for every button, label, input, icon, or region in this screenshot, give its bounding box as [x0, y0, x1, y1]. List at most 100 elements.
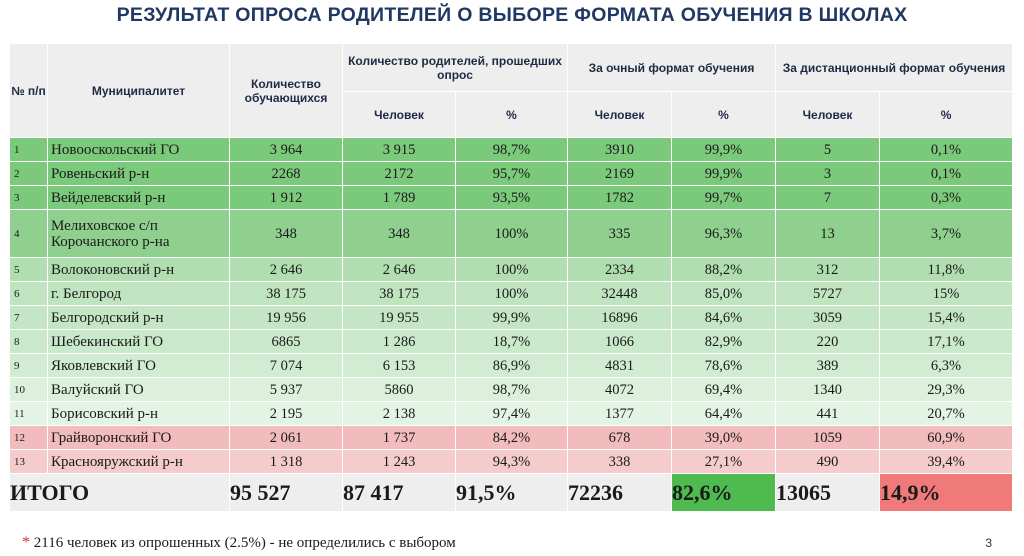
surveyed-count: 2 646: [342, 257, 456, 282]
row-number: 12: [9, 425, 48, 450]
students-count: 2 195: [229, 401, 343, 426]
header-surveyed: Количество родителей, прошедших опрос: [342, 43, 568, 92]
row-number: 6: [9, 281, 48, 306]
in-person-percent: 27,1%: [670, 449, 777, 474]
surveyed-count: 5860: [342, 377, 456, 402]
footnote-star: *: [22, 534, 30, 551]
students-count: 348: [229, 209, 343, 258]
remote-percent: 17,1%: [879, 329, 1014, 354]
remote-count: 1340: [775, 377, 881, 402]
table-row: 9 Яковлевский ГО 7 074 6 153 86,9% 4831 78,6% 3…: [9, 353, 1014, 378]
subheader-surveyed-people: Человек: [342, 91, 456, 138]
remote-count: 389: [775, 353, 881, 378]
students-count: 6865: [229, 329, 343, 354]
remote-percent: 15%: [879, 281, 1014, 306]
surveyed-percent: 84,2%: [455, 425, 568, 450]
surveyed-count: 19 955: [342, 305, 456, 330]
remote-percent: 20,7%: [879, 401, 1014, 426]
total-label: ИТОГО: [9, 473, 230, 512]
remote-percent: 29,3%: [879, 377, 1014, 402]
in-person-percent: 64,4%: [670, 401, 777, 426]
surveyed-count: 1 243: [342, 449, 456, 474]
row-number: 4: [9, 209, 48, 258]
surveyed-count: 38 175: [342, 281, 456, 306]
subheader-surveyed-percent: %: [455, 91, 568, 138]
header-remote: За дистанционный формат обучения: [775, 43, 1014, 92]
surveyed-count: 1 789: [342, 185, 456, 210]
municipality-name: Ровеньский р-н: [47, 161, 230, 186]
table-row: 12 Грайворонский ГО 2 061 1 737 84,2% 678 39,0…: [9, 425, 1014, 450]
row-number: 7: [9, 305, 48, 330]
subheader-remote-percent: %: [879, 91, 1014, 138]
row-number: 11: [9, 401, 48, 426]
remote-percent: 11,8%: [879, 257, 1014, 282]
surveyed-count: 6 153: [342, 353, 456, 378]
row-number: 1: [9, 137, 48, 162]
municipality-name: Краснояружский р-н: [47, 449, 230, 474]
surveyed-percent: 100%: [455, 281, 568, 306]
in-person-percent: 99,9%: [670, 137, 777, 162]
in-person-count: 2334: [567, 257, 672, 282]
in-person-count: 678: [567, 425, 672, 450]
remote-count: 3: [775, 161, 881, 186]
surveyed-percent: 18,7%: [455, 329, 568, 354]
table-row: 10 Валуйский ГО 5 937 5860 98,7% 4072 69,4% 134…: [9, 377, 1014, 402]
in-person-percent: 82,9%: [670, 329, 777, 354]
in-person-percent: 84,6%: [670, 305, 777, 330]
table-row: 3 Вейделевский р-н 1 912 1 789 93,5% 1782 99,7…: [9, 185, 1014, 210]
footnote: * 2116 человек из опрошенных (2.5%) - не…: [22, 534, 456, 552]
in-person-percent: 39,0%: [670, 425, 777, 450]
surveyed-percent: 86,9%: [455, 353, 568, 378]
municipality-name: Грайворонский ГО: [47, 425, 230, 450]
remote-percent: 0,1%: [879, 137, 1014, 162]
row-number: 3: [9, 185, 48, 210]
surveyed-count: 348: [342, 209, 456, 258]
surveyed-count: 2 138: [342, 401, 456, 426]
in-person-percent: 99,9%: [670, 161, 777, 186]
municipality-name: Валуйский ГО: [47, 377, 230, 402]
surveyed-percent: 97,4%: [455, 401, 568, 426]
students-count: 5 937: [229, 377, 343, 402]
in-person-percent: 88,2%: [670, 257, 777, 282]
in-person-percent: 69,4%: [670, 377, 777, 402]
municipality-name: Волоконовский р-н: [47, 257, 230, 282]
header-students: Количество обучающихся: [229, 43, 343, 138]
table-row: 11 Борисовский р-н 2 195 2 138 97,4% 1377 64,4…: [9, 401, 1014, 426]
total-in-person-percent: 82,6%: [670, 473, 777, 512]
subheader-in-person-percent: %: [670, 91, 777, 138]
header-municipality: Муниципалитет: [47, 43, 230, 138]
table-row: 5 Волоконовский р-н 2 646 2 646 100% 2334 88,2…: [9, 257, 1014, 282]
row-number: 2: [9, 161, 48, 186]
table-row: 13 Краснояружский р-н 1 318 1 243 94,3% 338 27…: [9, 449, 1014, 474]
total-students: 95 527: [229, 473, 343, 512]
remote-percent: 6,3%: [879, 353, 1014, 378]
remote-count: 5: [775, 137, 881, 162]
row-number: 8: [9, 329, 48, 354]
students-count: 38 175: [229, 281, 343, 306]
students-count: 19 956: [229, 305, 343, 330]
in-person-count: 2169: [567, 161, 672, 186]
footnote-text: 2116 человек из опрошенных (2.5%) - не о…: [33, 535, 456, 551]
surveyed-count: 1 737: [342, 425, 456, 450]
remote-count: 312: [775, 257, 881, 282]
surveyed-percent: 98,7%: [455, 377, 568, 402]
row-number: 10: [9, 377, 48, 402]
students-count: 1 912: [229, 185, 343, 210]
table-row: 1 Новооскольский ГО 3 964 3 915 98,7% 3910 99,…: [9, 137, 1014, 162]
table-row: 7 Белгородский р-н 19 956 19 955 99,9% 16896 8…: [9, 305, 1014, 330]
in-person-count: 1782: [567, 185, 672, 210]
surveyed-count: 2172: [342, 161, 456, 186]
remote-percent: 3,7%: [879, 209, 1014, 258]
municipality-name: Яковлевский ГО: [47, 353, 230, 378]
subheader-remote-people: Человек: [775, 91, 881, 138]
table-body: 1 Новооскольский ГО 3 964 3 915 98,7% 3910 99,…: [9, 137, 1014, 474]
in-person-percent: 78,6%: [670, 353, 777, 378]
remote-percent: 15,4%: [879, 305, 1014, 330]
remote-count: 5727: [775, 281, 881, 306]
table-row: 4 Мелиховское с/п Корочанского р-на 348 348…: [9, 209, 1014, 258]
surveyed-percent: 93,5%: [455, 185, 568, 210]
remote-count: 490: [775, 449, 881, 474]
municipality-name: Вейделевский р-н: [47, 185, 230, 210]
surveyed-percent: 94,3%: [455, 449, 568, 474]
table-row: 6 г. Белгород 38 175 38 175 100% 32448 85,0% 57…: [9, 281, 1014, 306]
